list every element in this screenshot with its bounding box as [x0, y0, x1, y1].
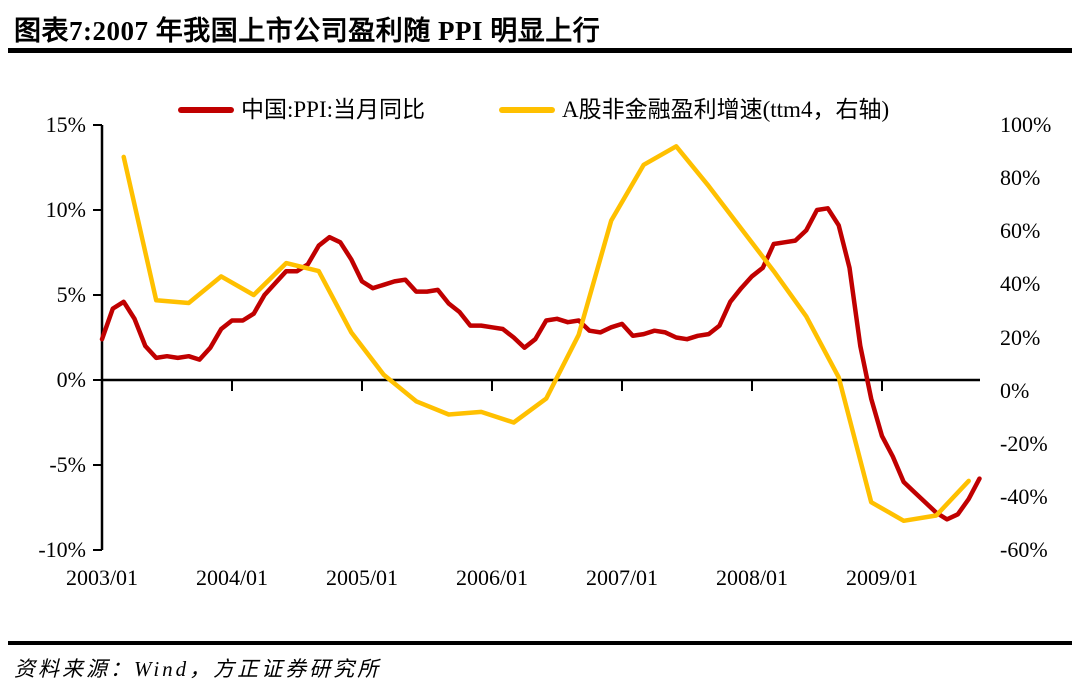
x-axis-tick-label: 2009/01: [845, 565, 919, 590]
right-axis-tick-label: 100%: [1000, 112, 1052, 137]
x-axis-tick-label: 2008/01: [715, 565, 789, 590]
right-axis-tick-label: 0%: [1000, 377, 1030, 403]
earnings-line-swatch: [499, 107, 555, 113]
right-axis-tick-label: -40%: [1000, 483, 1048, 509]
x-axis-tick-label: 2005/01: [325, 565, 399, 590]
x-axis-tick-label: 2004/01: [195, 565, 269, 590]
left-axis-tick-label: 5%: [56, 282, 86, 307]
left-axis-tick-label: 15%: [45, 112, 86, 137]
left-axis-tick-label: 10%: [45, 197, 86, 222]
legend-item-ppi: 中国:PPI:当月同比: [178, 97, 425, 123]
legend-item-earnings: A股非金融盈利增速(ttm4，右轴): [499, 97, 889, 123]
right-axis-tick-label: 80%: [1000, 165, 1041, 191]
source-note: 资料来源：Wind，方正证券研究所: [14, 657, 382, 681]
legend-label-earnings: A股非金融盈利增速(ttm4，右轴): [562, 97, 890, 122]
x-axis-tick-label: 2007/01: [585, 565, 659, 590]
earnings-line-series: [121, 144, 971, 524]
figure-title: 图表7:2007 年我国上市公司盈利随 PPI 明显上行: [14, 16, 601, 46]
title-divider: [8, 48, 1072, 53]
ppi-line-swatch: [178, 107, 234, 113]
right-axis-tick-label: -20%: [1000, 430, 1048, 456]
x-axis-tick-label: 2003/01: [65, 565, 139, 590]
right-axis-tick-label: 60%: [1000, 218, 1041, 244]
right-axis-tick-label: -60%: [1000, 537, 1048, 562]
source-divider: [8, 641, 1072, 645]
left-axis-tick-label: -10%: [38, 537, 86, 562]
legend-label-ppi: 中国:PPI:当月同比: [241, 97, 426, 122]
right-axis-tick-label: 40%: [1000, 271, 1041, 297]
left-axis-tick-label: -5%: [49, 452, 86, 477]
x-axis-tick-label: 2006/01: [455, 565, 529, 590]
ppi-line-series: [99, 206, 982, 522]
left-axis-tick-label: 0%: [56, 367, 86, 392]
right-axis-tick-label: 20%: [1000, 324, 1041, 350]
